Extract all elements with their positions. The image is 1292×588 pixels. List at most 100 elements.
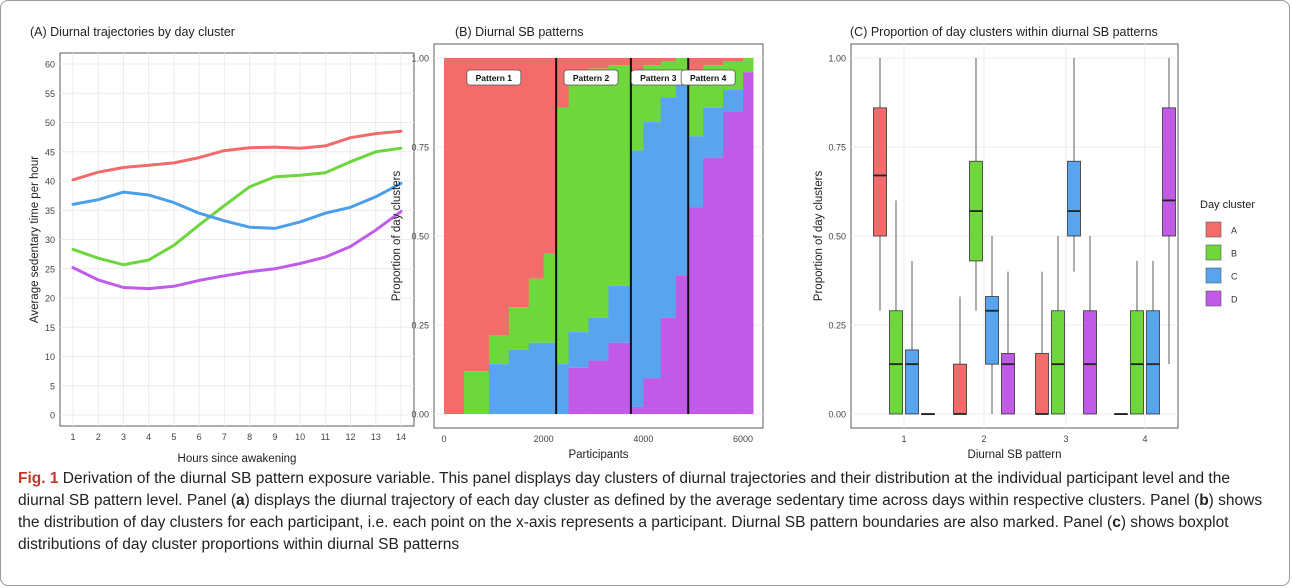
legend-swatch-B: [1205, 244, 1222, 261]
panel-c: (C) Proportion of day clusters within di…: [813, 25, 1255, 461]
panel-b-area-A-seg-16: [723, 58, 744, 62]
panel-a-x-tick-label: 5: [171, 432, 176, 442]
panel-c-box-p1-C: [905, 260, 919, 415]
panel-c-box-p1-B: [889, 200, 903, 415]
panel-a-y-axis-label: Average sedentary time per hour: [29, 156, 41, 323]
panel-c-box-p2-D: [1001, 271, 1015, 415]
panel-b-x-tick-label: 6000: [733, 434, 753, 444]
panel-a-y-tick-label: 45: [45, 147, 55, 157]
panel-c-box-p2-B: [969, 58, 983, 311]
panel-b-y-tick-label: 0.00: [411, 410, 429, 420]
caption-ref-a: a: [235, 492, 245, 509]
panel-a-x-tick-label: 3: [121, 432, 126, 442]
panel-b-area-B-seg-4: [528, 278, 545, 343]
panel-b-area-B-seg-5: [543, 253, 557, 343]
panel-b-area-B-seg-7: [568, 75, 590, 333]
caption-text-4: ) shows boxplot distributions of day clu…: [18, 514, 1229, 553]
panel-a-line-cluster-B: [71, 146, 403, 267]
legend-swatch-A: [1205, 221, 1222, 238]
panel-a-line-cluster-D: [71, 209, 403, 291]
panel-c-box-body: [873, 107, 887, 237]
panel-b-x-tick-label: 2000: [534, 434, 554, 444]
panel-b-area-A-seg-1: [463, 58, 490, 372]
legend-label-D: D: [1231, 295, 1238, 305]
legend-label-C: C: [1231, 272, 1238, 282]
panel-a: (A) Diurnal trajectories by day cluster 0…: [29, 25, 415, 465]
panel-b-pattern-label-3: Pattern 3: [640, 73, 677, 83]
panel-b-area-D-seg-16: [723, 111, 744, 415]
panel-b-area-C-seg-10: [630, 150, 644, 407]
panel-a-x-tick-label: 13: [371, 432, 381, 442]
legend-swatch-C: [1205, 267, 1222, 284]
panel-a-x-tick-label: 7: [222, 432, 227, 442]
legend-label-B: B: [1231, 249, 1237, 259]
panel-a-x-axis-label: Hours since awakening: [178, 453, 297, 465]
panel-a-y-tick-label: 0: [50, 411, 55, 421]
caption-ref-b: b: [1199, 492, 1209, 509]
panel-c-y-tick-label: 0.00: [828, 410, 846, 420]
panel-c-x-tick-label: 4: [1142, 434, 1147, 444]
panel-b-area-C-seg-8: [588, 317, 609, 361]
panel-b-area-D-seg-8: [588, 360, 609, 414]
panel-c-x-axis-label: Diurnal SB pattern: [968, 449, 1062, 461]
panel-b-area-A-seg-3: [508, 58, 530, 308]
panel-b-y-tick-label: 0.75: [411, 143, 429, 153]
panel-b-area-B-seg-17: [743, 58, 754, 73]
panel-a-x-tick-label: 4: [146, 432, 151, 442]
panel-c-y-tick-label: 0.25: [828, 321, 846, 331]
panel-c-box-body: [1146, 310, 1160, 415]
panel-a-y-tick-label: 50: [45, 118, 55, 128]
panel-b-y-tick-label: 0.50: [411, 232, 429, 242]
caption-text-1: Derivation of the diurnal SB pattern exp…: [18, 470, 1230, 509]
panel-b-area-A-seg-2: [488, 58, 510, 336]
panel-b-area-A-seg-8: [588, 58, 609, 69]
panel-c-box-p2-A: [953, 296, 967, 415]
panel-b-area-D-seg-11: [643, 378, 662, 414]
panel-c-box-p3-C: [1067, 58, 1081, 272]
panel-b-area-B-seg-3: [508, 307, 530, 350]
panel-b-area-B-seg-6: [556, 107, 570, 365]
panel-b-pattern-label-4: Pattern 4: [690, 73, 727, 83]
panel-a-y-tick-label: 5: [50, 381, 55, 391]
panel-b-area-A-seg-4: [528, 58, 545, 279]
panel-a-x-tick-label: 6: [197, 432, 202, 442]
panel-a-y-tick-label: 10: [45, 352, 55, 362]
panel-a-title: (A) Diurnal trajectories by day cluster: [30, 25, 235, 39]
panel-b-area-A-seg-12: [660, 58, 677, 62]
panel-b-area-C-seg-13: [675, 79, 689, 276]
panel-a-y-tick-label: 30: [45, 235, 55, 245]
panel-c-y-tick-label: 0.50: [828, 232, 846, 242]
panel-b-area-A-seg-5: [543, 58, 557, 254]
panel-a-x-tick-label: 10: [295, 432, 305, 442]
panel-b-area-D-seg-7: [568, 367, 590, 414]
panel-a-y-tick-label: 35: [45, 206, 55, 216]
panel-c-box-body: [1051, 310, 1065, 415]
panel-c-box-p3-B: [1051, 236, 1065, 415]
panel-c-box-body: [953, 363, 967, 415]
panel-a-line-cluster-C: [71, 181, 403, 230]
panel-b-area-C-seg-4: [528, 342, 545, 414]
caption-text-2: ) displays the diurnal trajectory of eac…: [244, 492, 1200, 509]
panel-b-pattern-label-1: Pattern 1: [476, 73, 513, 83]
caption-ref-c: c: [1112, 514, 1121, 531]
panel-c-x-tick-label: 2: [981, 434, 986, 444]
panel-b-x-tick-label: 0: [441, 434, 446, 444]
panel-b-title: (B) Diurnal SB patterns: [455, 25, 584, 39]
panel-b-area-C-seg-15: [703, 107, 724, 158]
caption-text-3: ) shows the distribution of day clusters…: [18, 492, 1263, 531]
panel-b-area-C-seg-11: [643, 122, 662, 379]
panel-b-area-A-seg-10: [630, 58, 644, 73]
panel-a-y-tick-label: 55: [45, 89, 55, 99]
panel-c-x-tick-label: 3: [1063, 434, 1068, 444]
panel-a-x-tick-label: 14: [396, 432, 406, 442]
panel-c-legend: Day cluster A B C D: [1200, 199, 1255, 307]
figure-caption: Fig. 1 Derivation of the diurnal SB patt…: [18, 468, 1280, 556]
panel-a-x-tick-label: 8: [247, 432, 252, 442]
panel-c-box-body: [1083, 310, 1097, 415]
panel-c-x-tick-label: 1: [901, 434, 906, 444]
panel-c-box-body: [985, 296, 999, 365]
panel-c-box-p4-B: [1130, 260, 1144, 415]
panel-c-y-tick-label: 0.75: [828, 143, 846, 153]
panel-b-area-A-seg-11: [643, 58, 662, 66]
panel-b-area-B-seg-14: [688, 72, 704, 137]
